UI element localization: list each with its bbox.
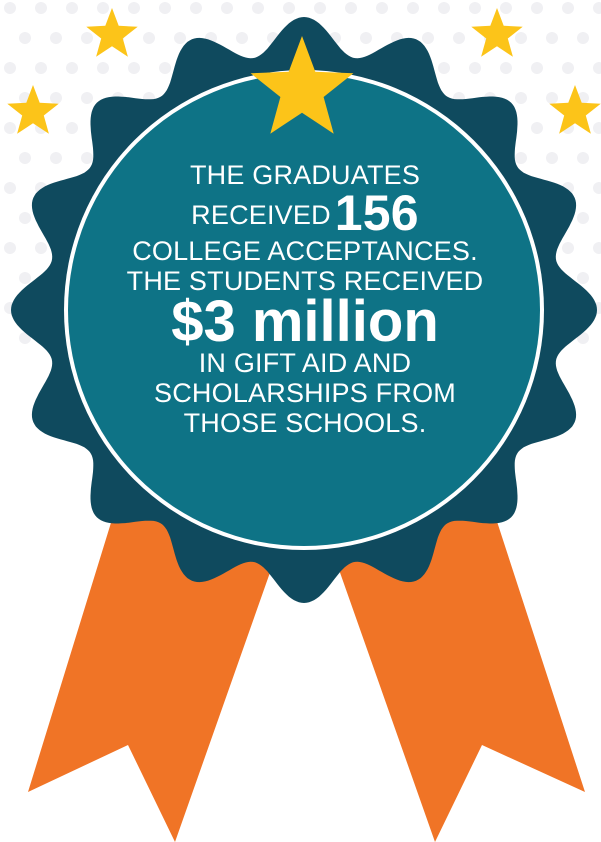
background-dot: [190, 2, 202, 14]
background-dot: [19, 152, 31, 164]
background-dot: [546, 32, 558, 44]
background-dot: [531, 62, 543, 74]
star-icon: [86, 8, 138, 57]
background-dot: [577, 32, 589, 44]
background-dot: [500, 2, 512, 14]
background-dot: [360, 32, 372, 44]
background-dot: [128, 62, 140, 74]
background-dot: [252, 2, 264, 14]
background-dot: [515, 32, 527, 44]
background-dot: [50, 92, 62, 104]
background-dot: [515, 152, 527, 164]
acceptances-count: 156: [334, 185, 419, 241]
background-dot: [283, 2, 295, 14]
star-icon: [471, 8, 523, 57]
background-dot: [143, 32, 155, 44]
background-dot: [81, 92, 93, 104]
background-dot: [531, 122, 543, 134]
background-dot: [66, 122, 78, 134]
badge-line-6: SCHOLARSHIPS FROM: [154, 378, 456, 408]
star-icon: [7, 85, 59, 134]
background-dot: [562, 2, 574, 14]
background-dot: [422, 32, 434, 44]
background-dot: [97, 62, 109, 74]
background-dot: [35, 2, 47, 14]
background-dot: [19, 272, 31, 284]
background-dot: [546, 152, 558, 164]
background-dot: [531, 2, 543, 14]
badge-line-2: RECEIVED156: [90, 188, 520, 238]
background-dot: [4, 182, 16, 194]
background-dot: [19, 32, 31, 44]
background-dot: [159, 2, 171, 14]
badge-line-7: THOSE SCHOOLS.: [183, 408, 427, 438]
background-dot: [4, 122, 16, 134]
background-dot: [174, 32, 186, 44]
background-dot: [314, 2, 326, 14]
badge-inner-disc: [68, 74, 540, 546]
background-dot: [407, 2, 419, 14]
right-ribbon: [325, 500, 585, 842]
background-dot: [562, 62, 574, 74]
background-dot: [66, 2, 78, 14]
background-dot: [35, 242, 47, 254]
background-dot: [128, 2, 140, 14]
background-dot: [159, 62, 171, 74]
star-icon: [250, 36, 354, 134]
background-dot: [81, 152, 93, 164]
background-dot: [221, 2, 233, 14]
background-dot: [66, 62, 78, 74]
background-dot: [500, 62, 512, 74]
background-dot: [515, 92, 527, 104]
background-dot: [469, 2, 481, 14]
background-dot: [546, 92, 558, 104]
badge-line-3: COLLEGE ACCEPTANCES.: [132, 236, 478, 266]
background-dot: [345, 2, 357, 14]
background-dot: [562, 242, 574, 254]
badge-line-4: THE STUDENTS RECEIVED: [126, 266, 484, 296]
background-dot: [438, 62, 450, 74]
background-dot: [469, 62, 481, 74]
left-ribbon: [28, 500, 285, 842]
background-dot: [577, 272, 589, 284]
background-dot: [593, 242, 601, 254]
badge-line-5: IN GIFT AID AND: [198, 348, 412, 378]
badge-line-1: THE GRADUATES: [189, 160, 421, 190]
background-dot: [50, 32, 62, 44]
background-dot: [593, 2, 601, 14]
background-dot: [4, 62, 16, 74]
amount-figure: $3 million: [171, 289, 439, 354]
background-dot: [593, 122, 601, 134]
background-dot: [577, 152, 589, 164]
background-dot: [236, 32, 248, 44]
background-dot: [577, 212, 589, 224]
background-dot: [593, 182, 601, 194]
background-dot: [4, 2, 16, 14]
background-dot: [453, 32, 465, 44]
background-dot: [376, 2, 388, 14]
background-dot: [4, 242, 16, 254]
background-dot: [50, 152, 62, 164]
background-dot: [438, 2, 450, 14]
background-dot: [35, 62, 47, 74]
star-icon: [549, 85, 601, 134]
background-dot: [19, 212, 31, 224]
background-dot: [81, 32, 93, 44]
background-dot: [97, 2, 109, 14]
badge-text: THE GRADUATES RECEIVED156 COLLEGE ACCEPT…: [90, 160, 520, 438]
background-dot: [593, 62, 601, 74]
received-label: RECEIVED: [191, 200, 331, 230]
